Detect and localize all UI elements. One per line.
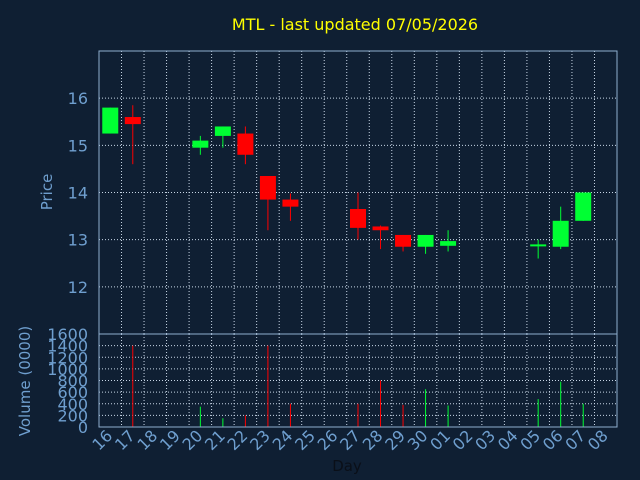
volume-tick-label: 0 (78, 418, 88, 437)
x-axis-ticks: 1617181920212223242526272829300102030405… (88, 426, 611, 454)
volume-tick-label: 200 (57, 406, 88, 425)
volume-tick-label: 400 (57, 395, 88, 414)
volume-axis-label: Volume (0000) (16, 326, 34, 436)
volume-tick-label: 1000 (47, 360, 88, 379)
price-tick-label: 14 (68, 184, 88, 203)
candle-body-up (440, 241, 457, 246)
volume-tick-label: 1400 (47, 337, 88, 356)
candle-body-down (350, 209, 366, 228)
candle-body-up (417, 234, 434, 247)
candle-body-up (530, 244, 547, 247)
candle-body-up (214, 126, 231, 136)
candle-body-down (282, 199, 299, 207)
x-axis-label: Day (332, 457, 362, 475)
volume-bars (132, 345, 584, 427)
candle-body-up (552, 220, 569, 247)
chart-title: MTL - last updated 07/05/2026 (232, 15, 478, 34)
candle-body-down (237, 133, 254, 155)
volume-frame (98, 333, 618, 428)
price-tick-label: 15 (68, 136, 88, 155)
volume-tick-label: 600 (57, 383, 88, 402)
candles (102, 105, 592, 259)
price-tick-label: 13 (68, 231, 88, 250)
volume-tick-label: 800 (57, 372, 88, 391)
price-axis-label: Price (38, 174, 56, 211)
candle-body-up (102, 107, 119, 134)
price-tick-label: 12 (68, 278, 88, 297)
price-y-ticks: 12 13 14 15 16 (68, 89, 88, 297)
candle-body-down (259, 175, 276, 200)
candle-body-down (372, 226, 389, 231)
candle-body-up (575, 192, 592, 221)
candle-body-down (124, 117, 141, 125)
price-tick-label: 16 (68, 89, 88, 108)
price-panel: 12 13 14 15 16 Price (38, 50, 618, 335)
volume-tick-label: 1200 (47, 348, 88, 367)
candle-body-up (192, 140, 209, 148)
candle-body-down (395, 234, 412, 247)
volume-tick-label: 1600 (47, 325, 88, 344)
